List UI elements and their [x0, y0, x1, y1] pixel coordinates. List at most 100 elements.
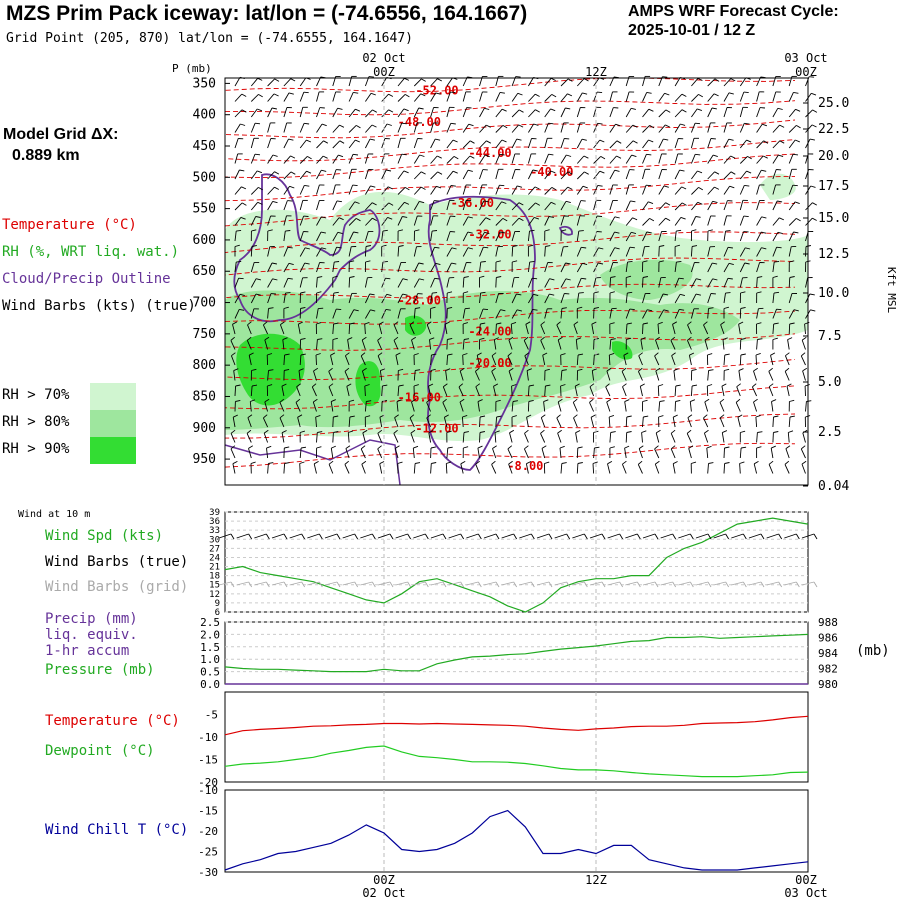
- wind-barb-staff: [560, 122, 565, 133]
- wind-barb-flag: [246, 429, 252, 434]
- wind-barb-staff: [593, 170, 601, 180]
- windchill-panel-label: Wind Chill T (°C): [45, 822, 189, 838]
- wind-barb-staff: [609, 140, 618, 149]
- wind-speed-tick-label: 15: [209, 581, 220, 591]
- wind-barb-flag: [697, 108, 703, 112]
- wind-barb-flag: [670, 445, 676, 450]
- wind-barb-staff: [346, 386, 350, 397]
- wind-barb-staff: [397, 308, 402, 319]
- pressure-tick-label: 984: [818, 647, 838, 660]
- wind-barb-flag: [370, 92, 376, 96]
- wind-barb-flag: [258, 187, 263, 191]
- wind-barb-flag: [670, 429, 676, 434]
- wind-barb-staff: [397, 154, 403, 164]
- wind-barb-staff: [707, 78, 716, 87]
- wind-barb-staff: [528, 93, 536, 102]
- dewpoint-panel-label: Dewpoint (°C): [45, 743, 155, 759]
- wind-barb-staff: [753, 401, 758, 412]
- wind-barb-staff: [625, 232, 632, 242]
- wind-barb-staff: [495, 185, 500, 195]
- wind-barb-staff: [479, 432, 481, 443]
- wind-barb-staff: [557, 432, 562, 443]
- wind-barb-staff: [674, 153, 679, 164]
- wind-barb-staff: [739, 215, 745, 226]
- wind-barb-flag: [336, 200, 342, 203]
- wind-barb-flag: [512, 400, 518, 402]
- wind-barb-flag: [272, 200, 278, 204]
- wind-barb-staff: [637, 464, 643, 474]
- wind-barb-staff: [527, 231, 530, 242]
- wind-barb-staff: [739, 277, 743, 288]
- wind-barb-staff: [576, 231, 580, 242]
- surface-wind-barb-flag: [513, 533, 518, 540]
- wind-barb-flag: [560, 384, 566, 387]
- surface-wind-barb: [642, 533, 656, 539]
- grid-wind-barb: [801, 581, 815, 586]
- wind-barb-flag: [565, 262, 571, 265]
- wind-barb-flag: [476, 352, 482, 356]
- height-tick-label: 7.5: [818, 329, 841, 344]
- wind-barb-staff: [772, 154, 779, 164]
- wind-barb-flag: [779, 124, 785, 128]
- wind-barb-flag: [578, 353, 584, 356]
- wind-barb-flag: [248, 352, 254, 356]
- wind-barb-staff: [690, 216, 697, 226]
- wind-barb-staff: [446, 91, 451, 102]
- wind-barb-flag: [486, 140, 492, 144]
- pressure-tick-label: 986: [818, 632, 838, 645]
- temperature-contour: [224, 77, 796, 98]
- wind-speed-tick-label: 39: [209, 508, 220, 518]
- wind-barb-staff: [234, 262, 237, 273]
- wind-barb-staff: [658, 202, 666, 211]
- height-tick-label: 5.0: [818, 375, 841, 390]
- wind-barb-staff: [394, 417, 399, 428]
- wind-barb-flag: [598, 262, 604, 265]
- surface-wind-barb-flag: [336, 533, 341, 540]
- wind-barb-flag: [544, 461, 550, 464]
- wind-barb-flag: [483, 200, 489, 203]
- surface-wind-barb-flag: [813, 533, 818, 540]
- wind-barb-flag: [429, 337, 435, 341]
- wind-barb-staff: [283, 278, 289, 288]
- wind-barb-staff: [605, 386, 611, 397]
- wind-barb-staff: [723, 247, 729, 257]
- wind-barb-flag: [740, 353, 746, 356]
- wind-barb-staff: [576, 354, 579, 366]
- wind-barb-flag: [632, 140, 638, 144]
- temperature-contour: [224, 385, 796, 411]
- wind-barb-flag: [777, 200, 783, 203]
- wind-barb-staff: [283, 263, 290, 273]
- wind-barb-staff: [526, 370, 529, 381]
- wind-barb-staff: [332, 247, 338, 257]
- wind-barb-staff: [755, 354, 758, 366]
- wind-barb-staff: [462, 247, 469, 257]
- wind-barb-flag: [796, 125, 801, 129]
- wind-barb-staff: [800, 355, 806, 366]
- surface-wind-barb: [360, 533, 373, 539]
- grid-wind-barb: [324, 581, 338, 586]
- wind-barb-flag: [600, 156, 606, 160]
- wind-barb-flag: [353, 231, 359, 234]
- wind-barb-staff: [527, 153, 532, 164]
- wind-barb-staff: [703, 324, 709, 335]
- wind-barb-flag: [304, 262, 310, 265]
- wind-barb-staff: [593, 156, 602, 164]
- wind-barb-flag: [366, 400, 372, 402]
- surface-wind-barb-flag: [301, 533, 306, 540]
- wind-barb-flag: [795, 108, 801, 112]
- wind-barb-staff: [379, 417, 383, 428]
- wind-barb-flag: [355, 218, 361, 222]
- wind-barb-flag: [437, 171, 443, 175]
- wind-barb-flag: [395, 352, 401, 356]
- wind-barb-flag: [303, 91, 309, 94]
- wind-barb-flag: [621, 367, 627, 372]
- wind-barb-staff: [230, 355, 236, 366]
- wind-barb-flag: [365, 415, 371, 418]
- wind-barb-flag: [247, 336, 252, 341]
- wind-barb-flag: [401, 153, 407, 156]
- grid-wind-barb-flag: [654, 581, 659, 588]
- wind-barb-flag: [281, 383, 287, 387]
- precip-tick-label: 2.0: [200, 628, 220, 641]
- wind-barb-staff: [410, 432, 415, 443]
- wind-barb-staff: [430, 293, 433, 304]
